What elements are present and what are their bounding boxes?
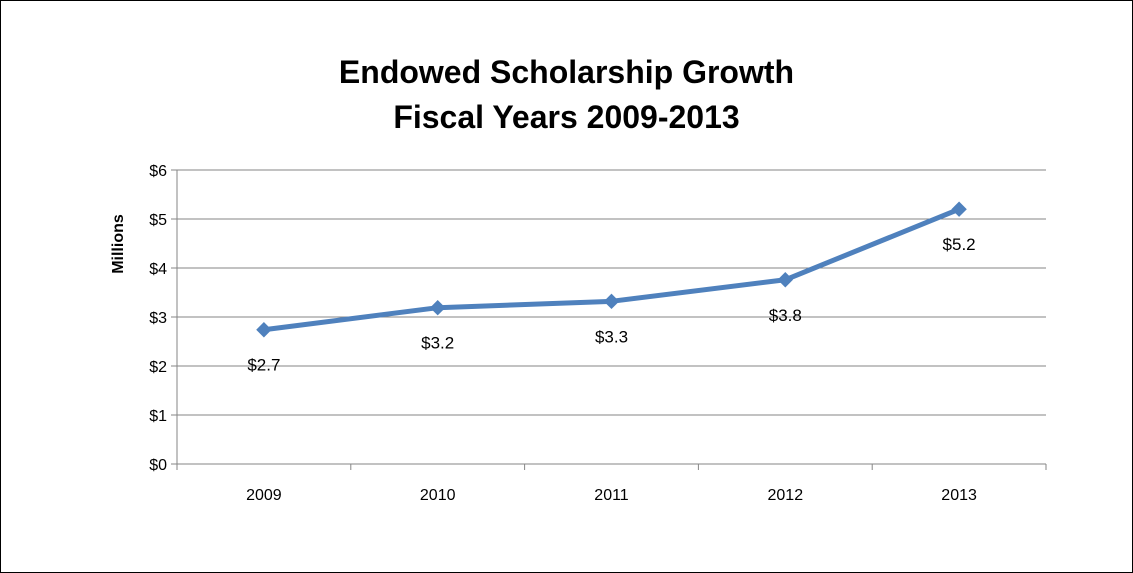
y-tick-label: $1 [149,408,167,425]
data-labels: $2.7 $3.2 $3.3 $3.8 $5.2 [247,235,975,375]
data-label: $3.8 [769,306,802,325]
y-tick-label: $4 [149,261,167,278]
data-point-marker [429,299,446,316]
data-label: $3.3 [595,327,628,346]
series-group [256,201,967,338]
y-tick-label: $2 [149,359,167,376]
x-tick-label: 2013 [941,487,977,504]
data-point-marker [951,201,967,217]
data-point-marker [256,322,272,338]
gridlines [177,169,1046,416]
x-tick-label: 2012 [768,487,804,504]
y-tick-label: $6 [149,163,167,180]
y-axis-title: Millions [110,214,127,274]
data-point-marker [777,272,794,288]
chart-subtitle: Fiscal Years 2009-2013 [393,99,740,135]
series-line [261,206,962,333]
y-tick-label: $5 [149,212,167,229]
axes [171,169,1047,470]
data-point-marker [603,293,620,310]
y-tick-labels: $0 $1 $2 $3 $4 $5 $6 [149,163,167,474]
chart-title-block: Endowed Scholarship Growth Fiscal Years … [0,50,1133,140]
x-tick-label: 2009 [246,487,282,504]
chart-title: Endowed Scholarship Growth [338,54,795,90]
x-tick-label: 2010 [420,487,456,504]
x-tick-label: 2011 [594,487,629,504]
x-tick-labels: 2009 2010 2011 2012 2013 [246,487,977,504]
y-tick-label: $3 [149,310,167,327]
data-label: $5.2 [943,235,976,254]
data-label: $3.2 [421,334,454,353]
y-tick-label: $0 [149,457,167,474]
data-label: $2.7 [247,356,280,375]
